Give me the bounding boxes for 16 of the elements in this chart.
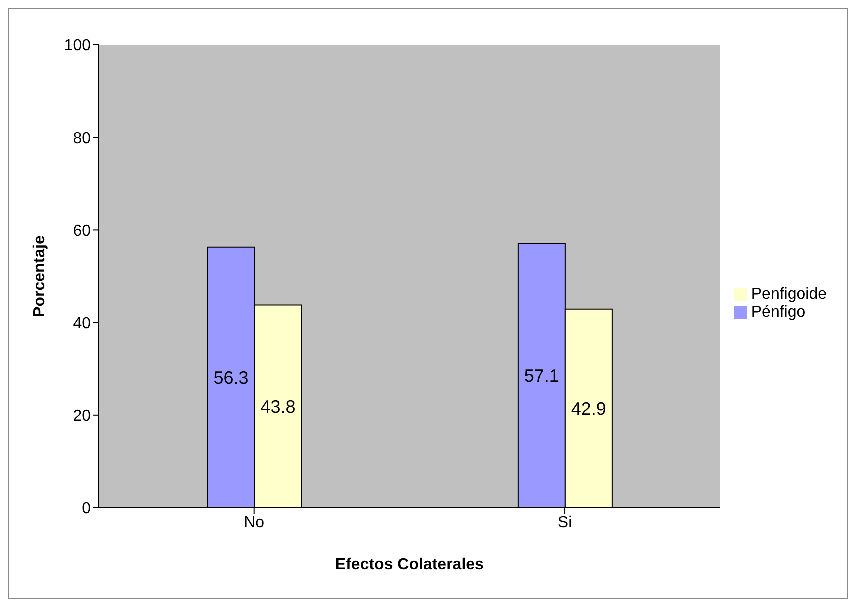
y-tick-label: 60 — [73, 222, 92, 240]
data-label: 56.3 — [214, 368, 249, 388]
data-label: 43.8 — [260, 396, 296, 417]
data-label: 42.9 — [571, 399, 606, 420]
y-tick-label: 80 — [73, 130, 92, 148]
legend-label: Penfigoide — [751, 286, 827, 302]
y-tick-label: 100 — [64, 38, 92, 55]
data-label: 57.1 — [524, 366, 560, 386]
y-tick-label: 40 — [73, 315, 92, 332]
legend-label: Pénfigo — [751, 304, 806, 320]
x-tick-label: No — [244, 514, 265, 532]
x-axis-title: Efectos Colaterales — [335, 556, 484, 574]
x-tick-label: Si — [558, 514, 572, 532]
y-tick-label: 0 — [82, 500, 92, 518]
y-tick-label: 20 — [73, 408, 92, 426]
y-axis-title: Porcentaje — [32, 235, 49, 318]
